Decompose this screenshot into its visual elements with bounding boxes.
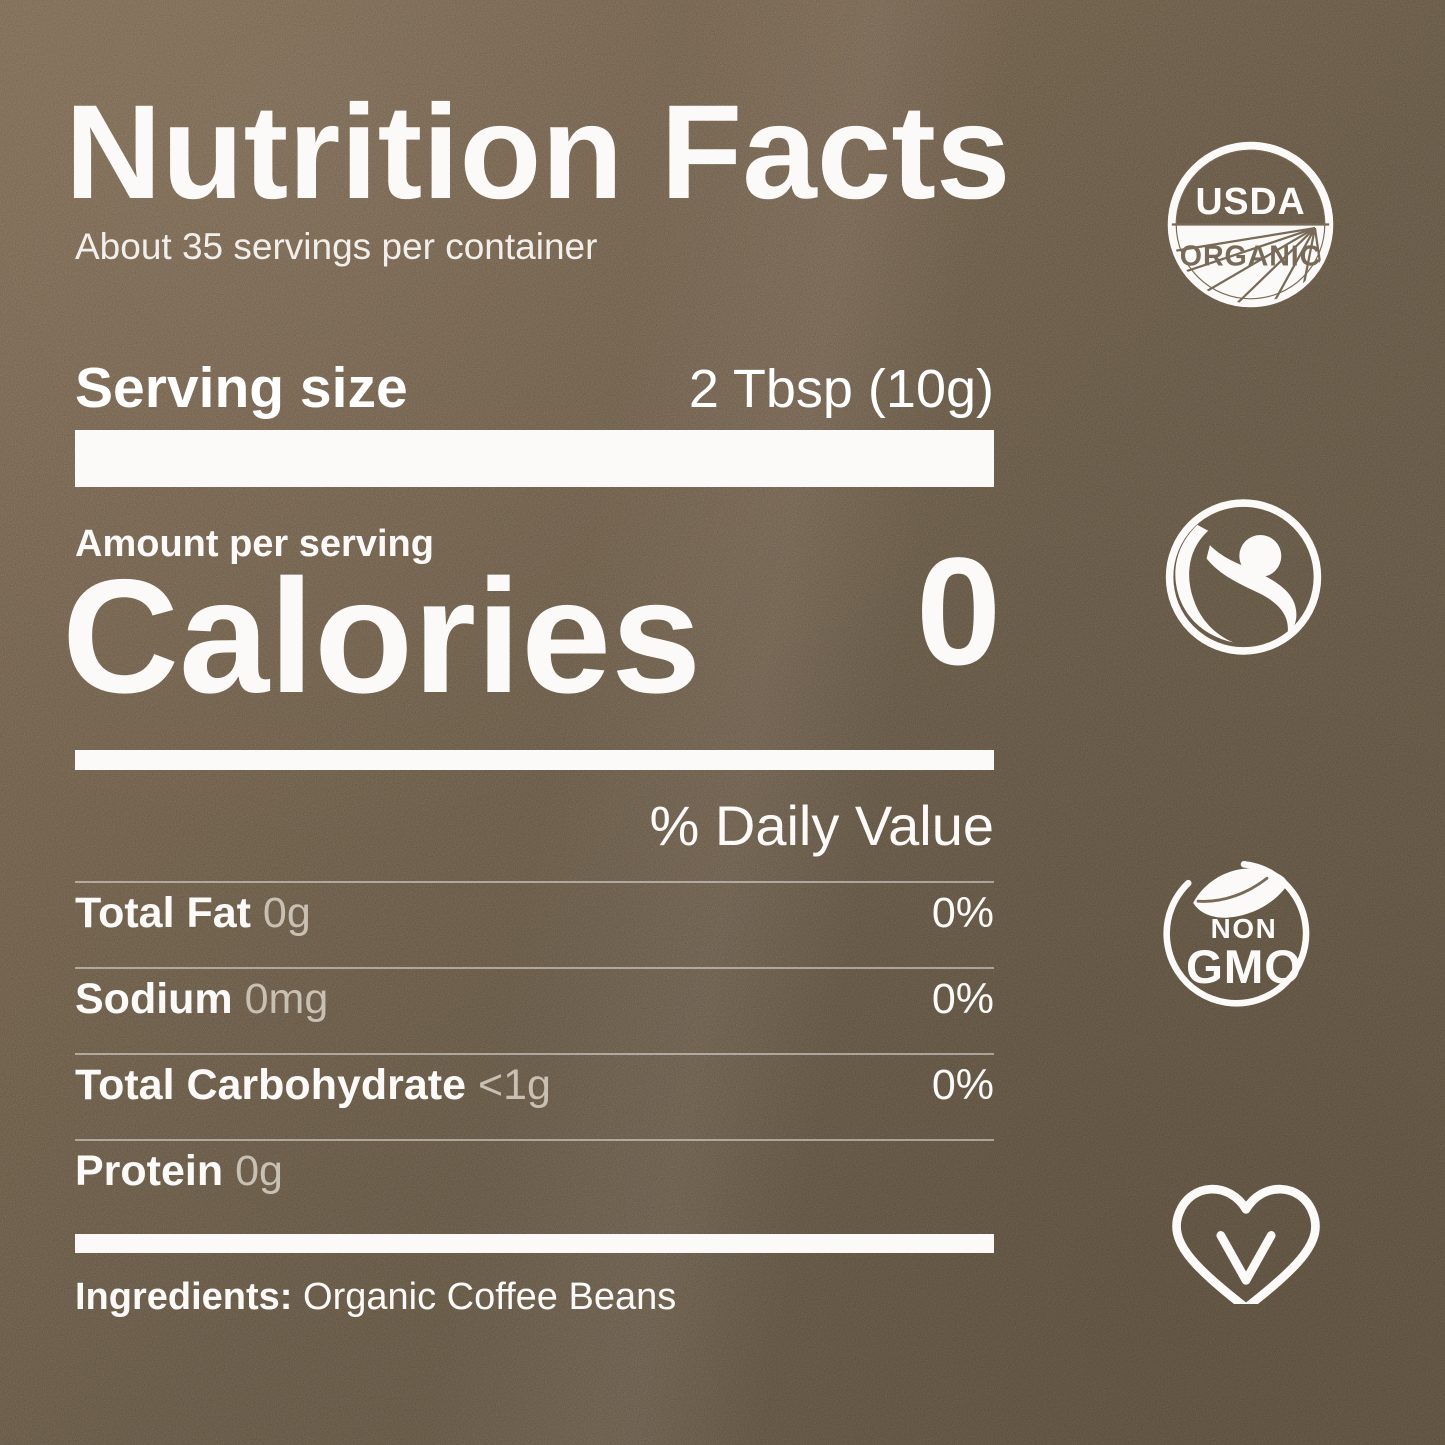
- svg-text:USDA: USDA: [1195, 180, 1305, 222]
- svg-text:NON: NON: [1211, 913, 1278, 944]
- svg-text:GMO: GMO: [1186, 941, 1302, 994]
- svg-text:ORGANIC: ORGANIC: [1180, 241, 1321, 273]
